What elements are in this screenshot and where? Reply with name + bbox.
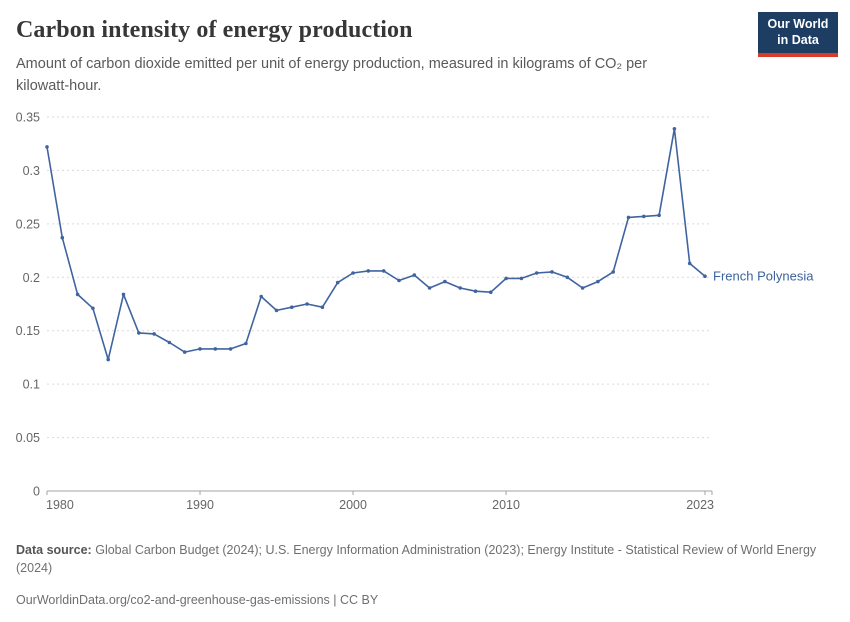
data-point [182,350,187,354]
data-point [75,292,80,297]
data-point [91,306,95,311]
data-point [366,269,371,273]
data-point [519,276,524,281]
data-point [397,278,401,283]
x-tick-label: 1990 [186,498,214,512]
data-line [46,127,706,361]
series-end-label: French Polynesia [713,269,814,284]
owid-logo: Our World in Data [758,12,838,57]
data-point [290,305,294,309]
data-point [504,276,508,281]
data-point [45,145,49,149]
data-point [565,275,570,280]
y-tick-label: 0.1 [23,378,40,392]
owid-logo-line2: in Data [777,32,819,47]
data-point [60,235,65,240]
owid-logo-line1: Our World [767,17,829,31]
data-point [381,269,386,273]
data-source-text: Global Carbon Budget (2024); U.S. Energy… [16,542,817,576]
chart-svg: 0 0.05 0.1 0.15 0.2 0.25 0.3 0.35 1980 1990 2000 20… [16,110,815,512]
chart-footer: Data source: Global Carbon Budget (2024)… [16,528,834,622]
data-point [167,340,172,345]
data-point [473,289,478,293]
data-point [703,274,707,278]
y-tick-label: 0.15 [16,324,40,338]
data-point [443,279,447,284]
data-point [687,261,692,266]
data-point [198,347,202,351]
data-point [489,290,493,294]
chart-area: 0 0.05 0.1 0.15 0.2 0.25 0.3 0.35 1980 1990 2000 20… [0,100,850,530]
data-point [274,308,279,313]
data-point [672,126,677,131]
y-tick-label: 0.3 [23,164,40,178]
y-tick-label: 0.35 [16,110,40,124]
data-point [458,286,463,290]
data-point [305,302,309,306]
chart-header: Carbon intensity of energy production Ou… [0,0,850,98]
data-point [427,286,432,290]
chart-subtitle: Amount of carbon dioxide emitted per uni… [16,56,648,95]
x-tick-label: 2023 [686,498,714,512]
x-tick-label: 2010 [492,498,520,512]
x-tick-label: 1980 [46,498,74,512]
y-tick-label: 0.25 [16,217,40,231]
data-point [244,341,248,346]
data-point [228,347,233,351]
y-tick-label: 0.2 [23,271,40,285]
data-source-label: Data source: [16,542,92,557]
page-title: Carbon intensity of energy production [16,17,413,43]
data-point [580,286,585,290]
data-point [657,213,661,218]
y-tick-label: 0.05 [16,431,40,445]
data-point [320,305,325,309]
data-point [259,294,264,299]
x-tick-label: 2000 [339,498,367,512]
data-point [534,271,539,275]
data-point [121,292,126,297]
data-point [152,332,156,336]
data-point [642,214,646,219]
data-point [213,347,218,351]
data-point [550,270,554,274]
y-tick-label: 0 [33,484,40,498]
data-point [106,357,110,362]
data-point [351,271,355,275]
data-point [137,331,141,335]
data-point [596,279,600,284]
data-point [611,270,615,274]
data-point [626,215,631,220]
data-source-line: Data source: Global Carbon Budget (2024)… [16,541,834,579]
data-point [335,280,340,285]
data-point [412,273,417,277]
